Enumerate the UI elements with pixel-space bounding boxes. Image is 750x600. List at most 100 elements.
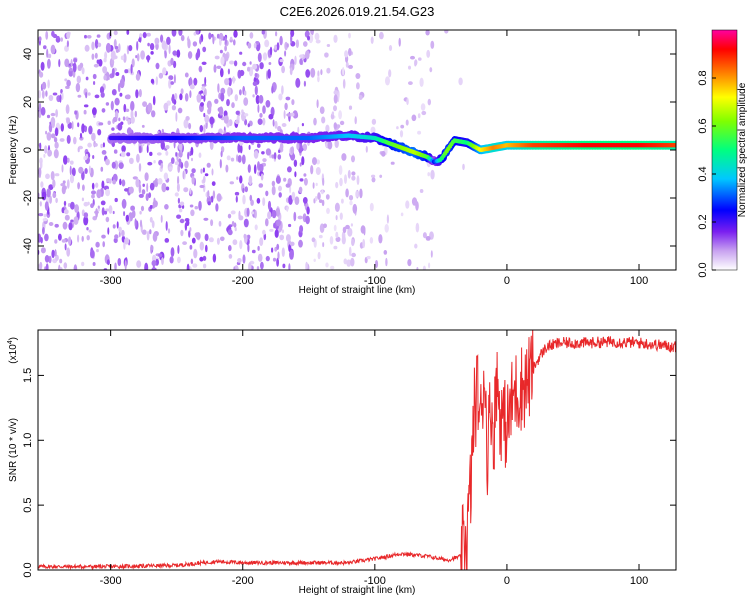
spectrogram-noise-cell [192,41,198,47]
spectrogram-noise-cell [177,197,180,204]
spectrogram-noise-cell [323,223,327,229]
spectrogram-noise-cell [160,214,163,223]
spectrogram-noise-cell [262,117,266,126]
spectrogram-noise-cell [125,214,129,222]
spectrogram-noise-cell [299,54,304,58]
spectrogram-noise-cell [39,261,43,270]
spectrogram-noise-cell [253,150,259,159]
spectrogram-noise-cell [444,30,449,34]
spectrogram-noise-cell [150,78,155,84]
spectrogram-noise-cell [271,180,276,187]
spectrogram-noise-cell [66,247,71,257]
x-tick-label: -100 [364,275,386,287]
spectrogram-noise-cell [127,118,131,125]
x-tick-label: -300 [100,575,122,587]
spectrogram-noise-cell [257,245,260,251]
spectrogram-noise-cell [238,215,244,221]
spectrogram-noise-cell [370,126,376,134]
spectrogram-noise-cell [218,106,224,116]
spectrogram-noise-cell [257,118,263,125]
spectrogram-noise-cell [385,76,390,86]
spectrogram-noise-cell [46,132,52,141]
spectrogram-noise-cell [239,69,245,77]
spectrogram-noise-cell [203,94,206,102]
spectrogram-noise-cell [75,82,81,93]
spectrogram-noise-cell [342,66,345,76]
spectrogram-noise-cell [73,58,78,63]
spectrogram-noise-cell [212,253,217,263]
spectrogram-noise-cell [228,77,232,87]
spectrogram-noise-cell [199,256,204,262]
spectrogram-noise-cell [199,184,205,189]
spectrogram-noise-cell [224,78,230,86]
spectrogram-noise-cell [38,90,42,99]
spectrogram-noise-cell [85,91,88,99]
spectrogram-noise-cell [157,178,163,185]
spectrogram-noise-cell [305,215,310,225]
spectrogram-noise-cell [303,173,307,177]
spectrogram-noise-cell [131,58,135,68]
spectrogram-noise-cell [269,46,273,56]
spectrogram-noise-cell [223,115,229,124]
spectrogram-noise-cell [92,155,95,159]
spectrogram-noise-cell [289,249,294,260]
spectrogram-noise-cell [138,183,142,194]
spectrogram-noise-cell [336,124,341,129]
spectrogram-noise-cell [316,99,319,109]
spectrogram-noise-cell [48,94,54,102]
spectrogram-noise-cell [41,191,47,201]
spectrogram-noise-cell [68,222,73,231]
spectrogram-noise-cell [53,149,59,159]
spectrogram-noise-cell [62,180,66,184]
spectrogram-noise-cell [225,164,229,173]
spectrogram-noise-cell [39,142,42,150]
spectrogram-noise-cell [47,58,51,69]
spectrogram-noise-cell [42,227,45,235]
spectrogram-noise-cell [408,65,411,70]
spectrogram-noise-cell [40,181,44,188]
spectrogram-noise-cell [188,122,192,130]
spectrogram-noise-cell [219,159,222,169]
spectrogram-noise-cell [144,172,149,182]
spectrogram-noise-cell [293,211,297,222]
spectrogram-noise-cell [350,257,355,267]
spectrogram-noise-cell [114,262,117,270]
spectrogram-noise-cell [140,50,146,60]
spectrogram-noise-cell [248,144,251,150]
spectrogram-noise-cell [415,222,420,233]
spectrogram-noise-cell [220,150,223,158]
spectrogram-noise-cell [430,250,433,258]
spectrogram-noise-cell [224,36,227,46]
spectrogram-noise-cell [79,132,83,139]
snr-x-axis: -300 -200 -100 0 100 [100,330,648,587]
spectrogram-noise-cell [430,40,435,49]
spectrogram-noise-cell [278,185,282,192]
spectrogram-noise-cell [39,201,42,207]
spectrogram-noise-cell [200,168,203,174]
spectrogram-noise-cell [95,208,98,218]
spectrogram-noise-cell [47,79,50,89]
spectrogram-noise-cell [341,153,347,161]
spectrogram-noise-cell [138,38,142,43]
spectrogram-noise-cell [128,45,133,52]
spectrogram-noise-cell [306,206,310,215]
spectrogram-noise-cell [281,123,287,127]
spectrogram-noise-cell [77,234,80,243]
spectrogram-noise-cell [169,256,174,264]
spectrogram-noise-cell [307,35,310,41]
spectrogram-noise-cell [270,106,275,117]
spectrogram-noise-cell [198,200,202,211]
spectrogram-noise-cell [50,171,55,181]
spectrogram-noise-cell [356,82,360,90]
spectrogram-noise-cell [40,61,45,71]
spectrogram-noise-cell [234,119,240,125]
spectrogram-noise-cell [201,61,207,65]
spectrogram-noise-cell [286,43,289,48]
spectrogram-noise-cell [114,197,118,203]
spectrogram-noise-cell [124,188,129,192]
spectrogram-noise-cell [165,145,170,150]
spectrogram-noise-cell [271,85,274,94]
spectrogram-noise-cell [70,201,75,210]
spectrogram-noise-cell [303,80,306,87]
spectrogram-noise-cell [119,178,122,186]
